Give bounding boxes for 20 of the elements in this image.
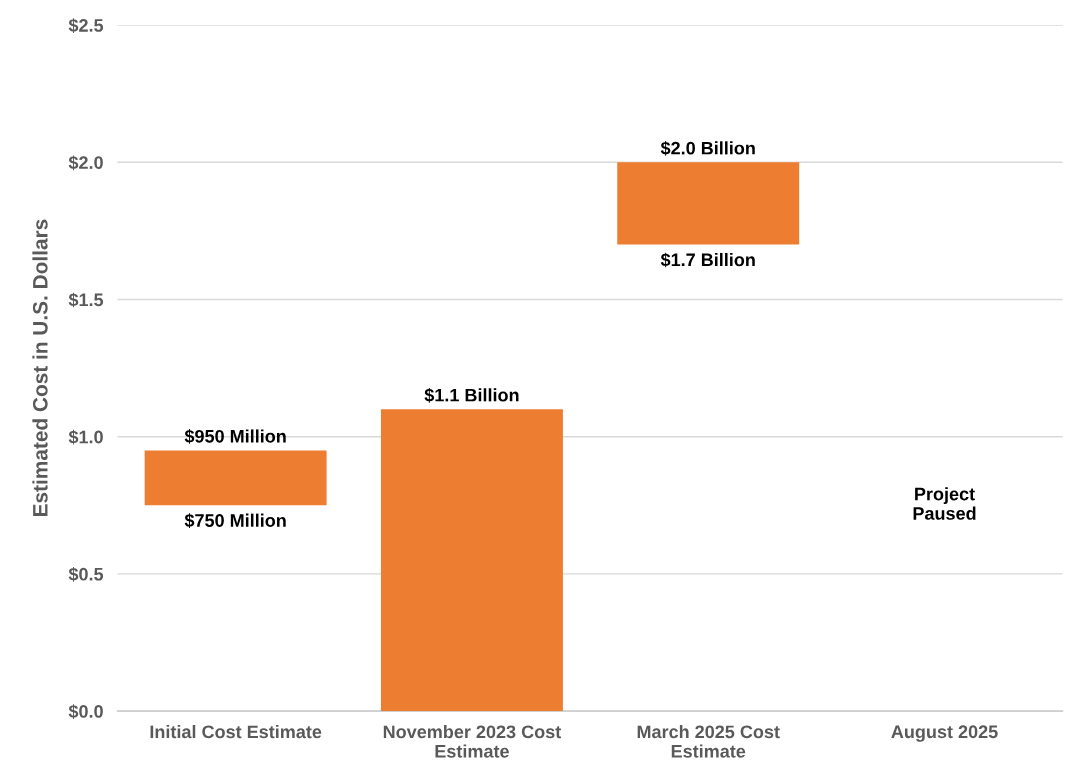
annotation: $750 Million [184,513,286,529]
y-tick-label: $0.5 [68,567,104,582]
bar [617,162,800,245]
y-tick-label: $2.0 [68,155,103,171]
y-tick-label: $1.0 [68,429,103,445]
y-tick-label: $0.0 [68,704,103,719]
x-tick-label: August 2025 [891,725,998,742]
annotation: $2.0 Billion [660,140,755,156]
annotation: $950 Million [184,429,286,444]
annotation: $1.7 Billion [660,252,755,268]
x-tick-label: March 2025 Cost Estimate [637,724,780,758]
y-tick-label: $2.5 [68,18,104,33]
y-axis-title: Estimated Cost in U.S. Dollars [32,219,48,517]
x-tick-label: Initial Cost Estimate [150,724,322,739]
annotation: $1.1 Billion [424,387,519,403]
bar [380,409,563,712]
annotation: Project Paused [913,487,976,520]
bar [144,450,327,506]
y-tick-label: $1.5 [68,292,104,308]
x-tick-label: November 2023 Cost Estimate [383,724,562,758]
